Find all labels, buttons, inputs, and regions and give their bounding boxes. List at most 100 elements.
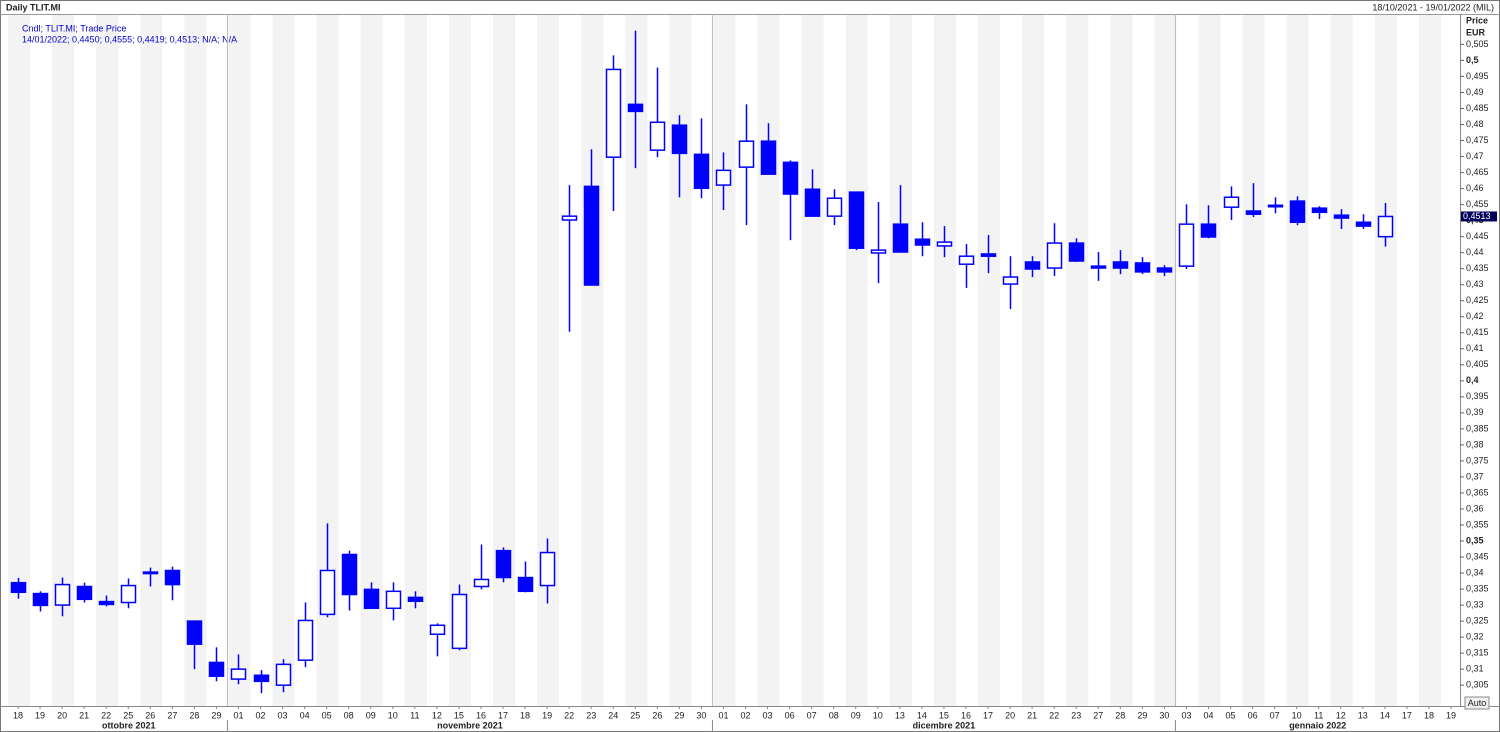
candle-body	[1090, 265, 1107, 269]
day-band	[889, 14, 912, 706]
x-tick-label: 09	[851, 710, 861, 720]
month-label: novembre 2021	[437, 720, 503, 730]
y-axis-unit: EUR	[1466, 27, 1486, 37]
x-tick-label: 22	[101, 710, 111, 720]
day-band	[316, 14, 339, 706]
auto-button[interactable]	[1464, 696, 1490, 710]
x-tick-label: 04	[1203, 710, 1213, 720]
day-band	[1286, 14, 1309, 706]
day-band	[537, 14, 560, 706]
y-tick-label: 0,305	[1466, 680, 1489, 690]
candle-body	[870, 249, 887, 254]
day-band	[845, 14, 868, 706]
y-tick-label: 0,395	[1466, 391, 1489, 401]
day-band	[7, 14, 31, 706]
x-tick-label: 15	[454, 710, 464, 720]
candle-body	[848, 191, 865, 249]
candle-body	[715, 169, 732, 186]
candle-body	[142, 571, 159, 575]
y-tick-label: 0,42	[1466, 311, 1484, 321]
x-tick-label: 01	[233, 710, 243, 720]
x-tick-label: 25	[630, 710, 640, 720]
x-tick-label: 18	[1424, 710, 1434, 720]
candle-body	[1333, 214, 1350, 219]
x-tick-label: 18	[520, 710, 530, 720]
candle-body	[738, 140, 755, 168]
y-tick-label: 0,31	[1466, 664, 1484, 674]
candle-body	[275, 663, 292, 686]
candle-body	[76, 585, 93, 601]
y-tick-label: 0,435	[1466, 263, 1489, 273]
y-tick-label: 0,495	[1466, 71, 1489, 81]
y-tick-label: 0,505	[1466, 39, 1489, 49]
x-tick-label: 02	[255, 710, 265, 720]
day-band	[404, 14, 427, 706]
y-tick-label: 0,415	[1466, 327, 1489, 337]
day-band	[52, 14, 75, 706]
candle-body	[804, 188, 821, 217]
day-band	[933, 14, 956, 706]
day-band	[1022, 14, 1045, 706]
date-range: 18/10/2021 - 19/01/2022 (MIL)	[1372, 2, 1494, 12]
candle-body	[1112, 261, 1129, 269]
candle-body	[583, 185, 600, 286]
y-tick-label: 0,365	[1466, 487, 1489, 497]
x-tick-label: 10	[1292, 710, 1302, 720]
day-band	[96, 14, 119, 706]
y-tick-label: 0,38	[1466, 439, 1484, 449]
candle-body	[782, 161, 799, 195]
x-tick-label: 28	[189, 710, 199, 720]
day-band	[448, 14, 471, 706]
candle-body	[363, 588, 380, 610]
x-tick-label: 16	[476, 710, 486, 720]
y-tick-label: 0,465	[1466, 167, 1489, 177]
x-tick-label: 06	[1248, 710, 1258, 720]
candle-body	[1002, 276, 1019, 285]
x-tick-label: 17	[498, 710, 508, 720]
x-tick-label: 11	[1314, 710, 1323, 720]
y-tick-label: 0,41	[1466, 343, 1484, 353]
x-tick-label: 08	[344, 710, 354, 720]
x-tick-label: 06	[785, 710, 795, 720]
candle-body	[517, 576, 534, 593]
x-tick-label: 14	[917, 710, 927, 720]
x-tick-label: 17	[1402, 710, 1412, 720]
candle-body	[1223, 196, 1240, 208]
candle-body	[32, 592, 49, 607]
candle-body	[473, 578, 490, 588]
auto-button-label[interactable]: Auto	[1468, 698, 1487, 708]
day-band	[1418, 14, 1441, 706]
candle-body	[186, 620, 203, 645]
month-label: dicembre 2021	[913, 720, 976, 730]
candle-body	[980, 253, 997, 257]
y-tick-label: 0,35	[1466, 535, 1484, 545]
candle-body	[429, 624, 446, 635]
day-band	[713, 14, 736, 706]
candle-body	[1267, 204, 1284, 208]
candle-body	[341, 553, 358, 596]
candle-body	[1289, 200, 1306, 223]
y-tick-label: 0,46	[1466, 183, 1484, 193]
month-label: gennaio 2022	[1289, 720, 1346, 730]
day-band	[978, 14, 1001, 706]
candle-body	[208, 661, 225, 677]
y-tick-label: 0,325	[1466, 615, 1489, 625]
day-band	[360, 14, 383, 706]
x-tick-label: 19	[1446, 710, 1456, 720]
candle-body	[605, 68, 622, 158]
y-tick-label: 0,315	[1466, 648, 1489, 658]
y-tick-label: 0,37	[1466, 471, 1484, 481]
x-tick-label: 12	[1336, 710, 1346, 720]
day-band	[1198, 14, 1221, 706]
last-price-label: 0,4513	[1463, 211, 1491, 221]
day-band	[581, 14, 604, 706]
x-tick-label: 08	[829, 710, 839, 720]
candle-body	[407, 596, 424, 602]
x-tick-label: 12	[432, 710, 442, 720]
y-tick-label: 0,345	[1466, 551, 1489, 561]
x-tick-label: 13	[1358, 710, 1368, 720]
day-band	[228, 14, 251, 706]
x-tick-label: 14	[1380, 710, 1390, 720]
day-band	[1374, 14, 1397, 706]
